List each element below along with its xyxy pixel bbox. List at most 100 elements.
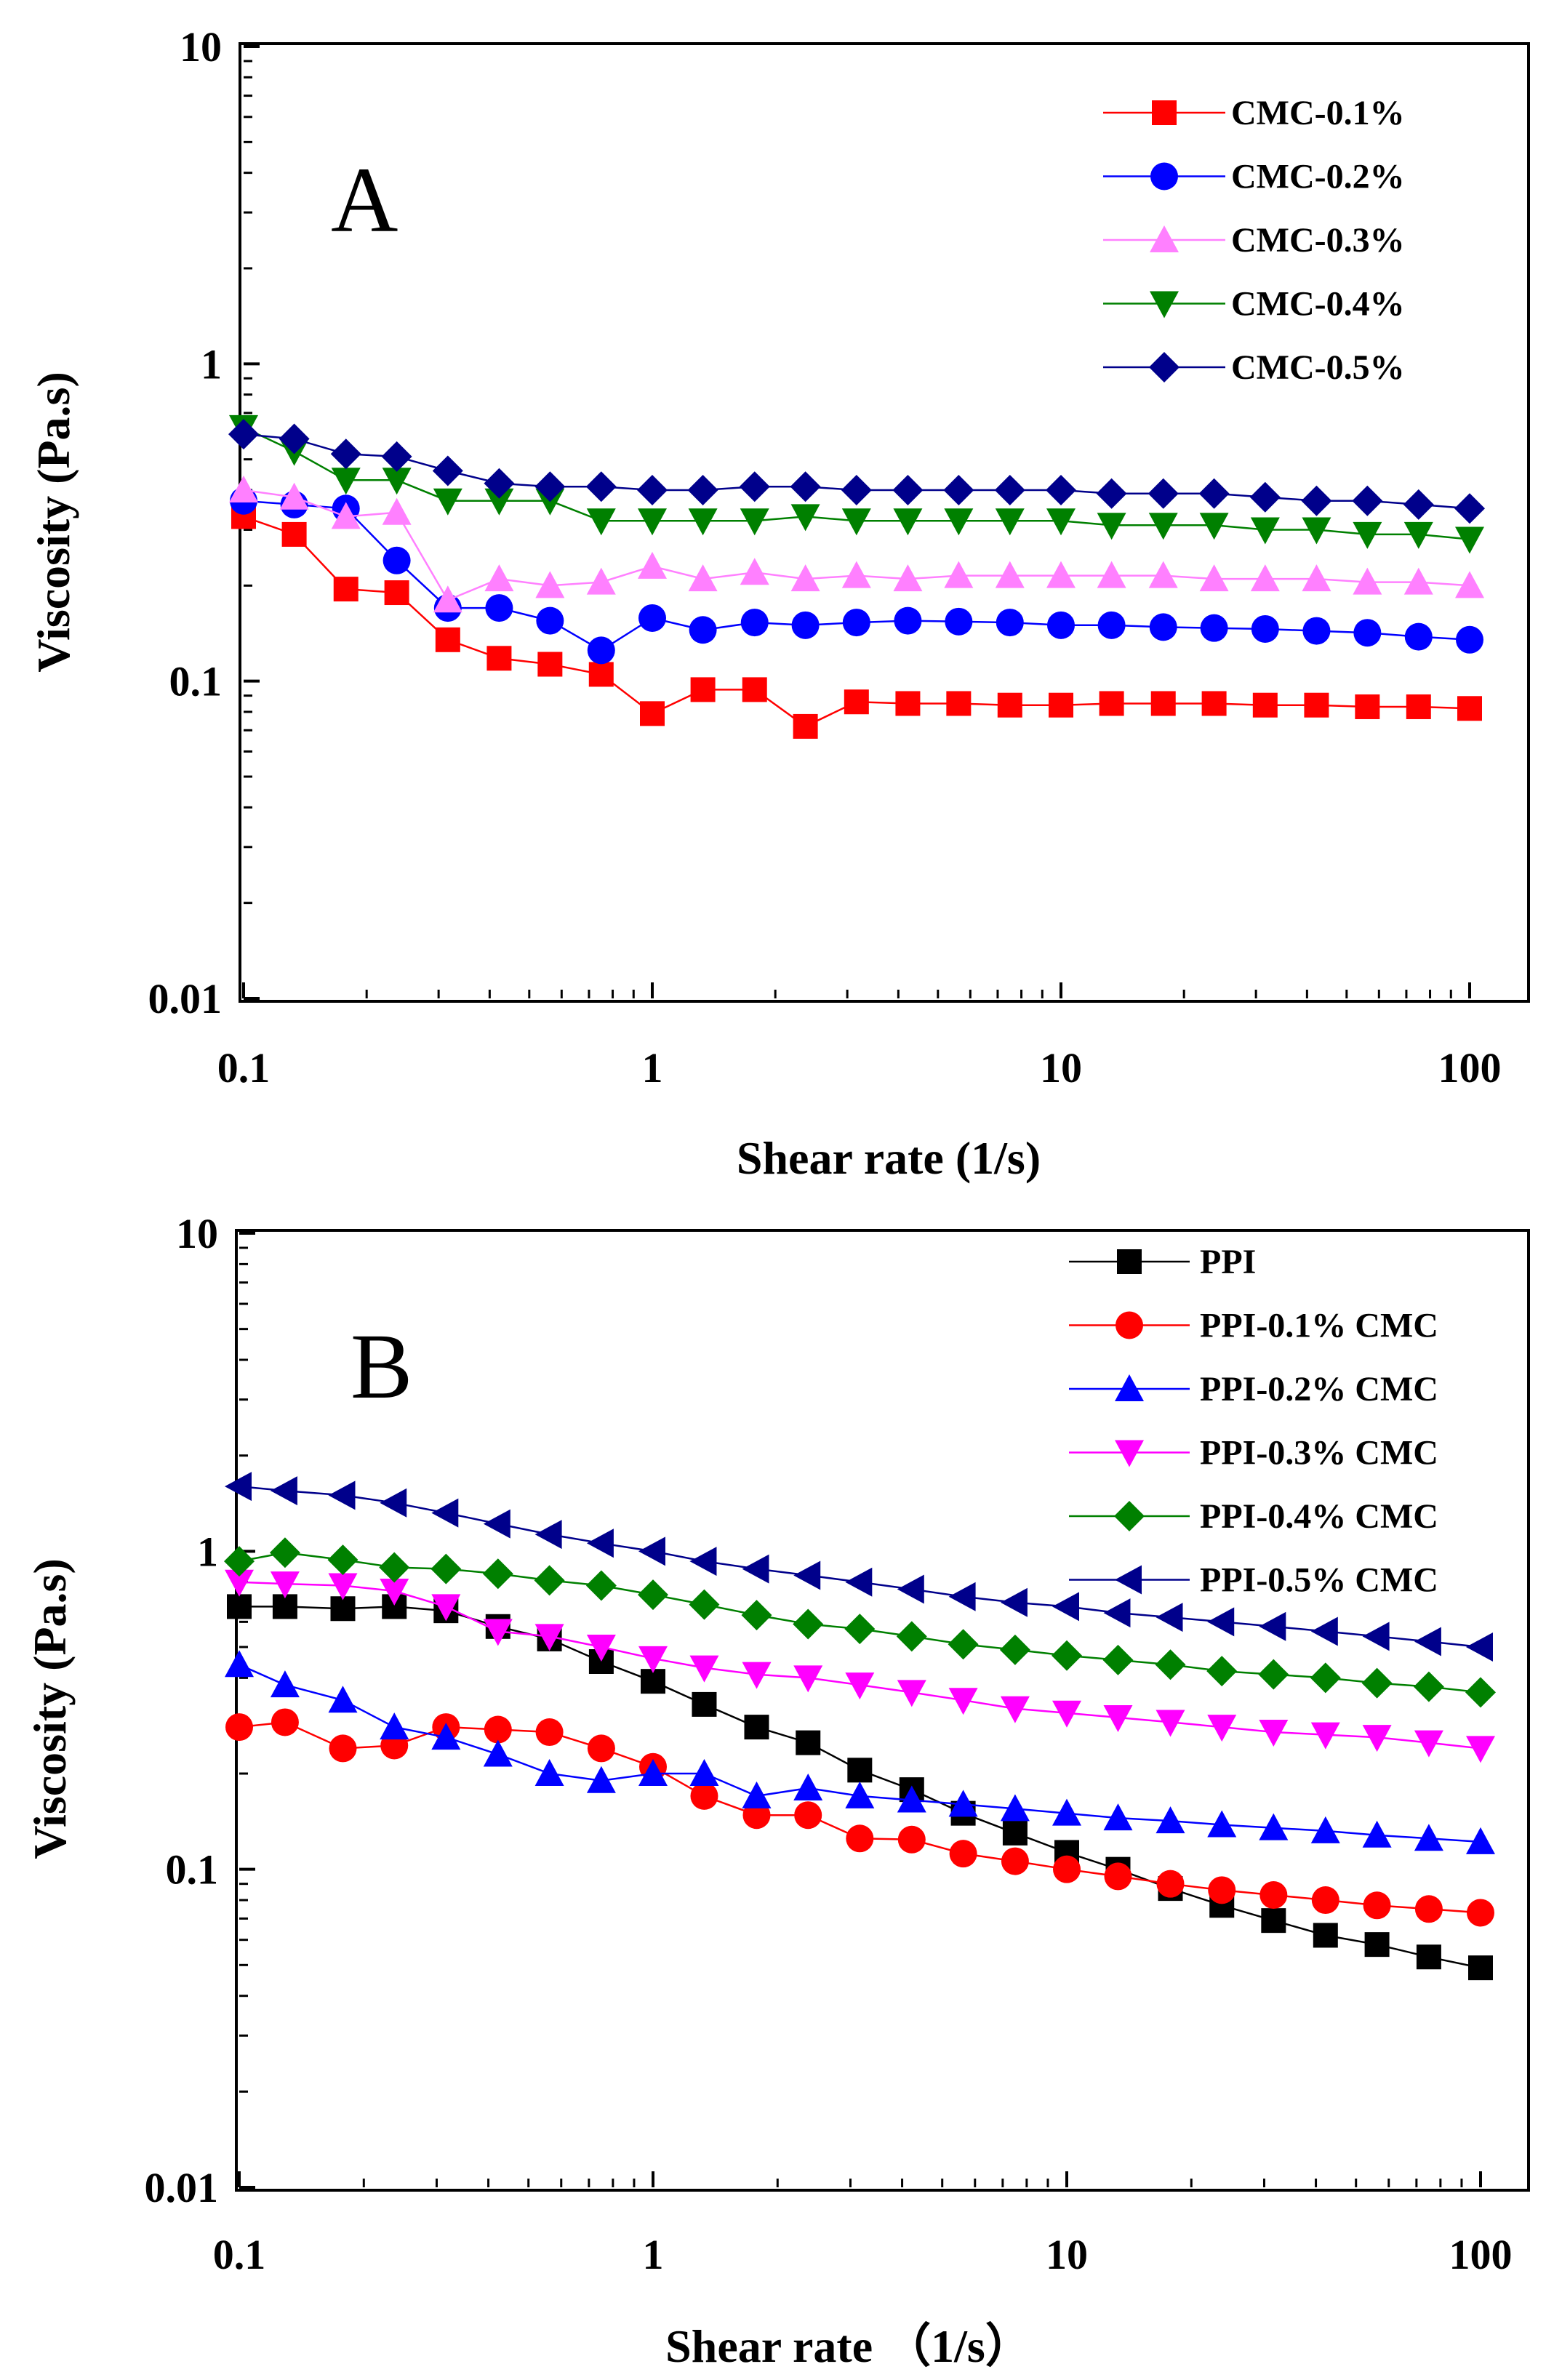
panel-a-data-point <box>1404 622 1433 651</box>
panel-b-data-point <box>999 1634 1030 1665</box>
panel-a-data-point <box>892 474 924 505</box>
panel-a-data-point <box>486 646 512 671</box>
panel-a-data-point <box>1198 478 1230 509</box>
panel-b-legend-marker <box>1114 1501 1145 1531</box>
panel-a-data-point <box>331 468 361 495</box>
panel-a-data-point <box>432 455 463 486</box>
panel-b-data-point <box>1311 1886 1339 1915</box>
panel-b-data-point <box>270 1670 300 1698</box>
panel-b-data-point <box>1000 1696 1030 1723</box>
panel-b-data-point <box>328 1481 356 1510</box>
panel-a-data-point <box>841 561 871 588</box>
panel-b-data-point <box>793 1560 821 1590</box>
panel-b-data-point <box>796 1730 821 1755</box>
panel-b-legend-marker <box>1115 1565 1142 1595</box>
panel-b-legend: PPI PPI-0.1% CMC PPI-0.2% CMC PPI-0.3% CMC P… <box>1069 1243 1438 1600</box>
panel-a-data-point <box>1096 478 1127 509</box>
panel-b-y-tick-label: 0.1 <box>166 1846 219 1894</box>
panel-b-data-point <box>225 1713 253 1742</box>
panel-b-data-point <box>1155 1649 1186 1680</box>
panel-b-data-point <box>1103 1803 1133 1831</box>
panel-b-data-point <box>638 1759 668 1787</box>
panel-a-data-point <box>1099 691 1124 716</box>
panel-b-data-point <box>847 1758 873 1783</box>
panel-a-data-point <box>1457 696 1482 721</box>
panel-a-data-point <box>587 636 615 665</box>
panel-b-data-point <box>534 1520 562 1550</box>
panel-a-data-point <box>586 567 616 595</box>
panel-b-data-point <box>844 1614 876 1645</box>
panel-b-data-point <box>482 1558 513 1590</box>
panel-b-data-point <box>846 1824 874 1853</box>
panel-b-legend-label: PPI-0.2% CMC <box>1200 1370 1438 1409</box>
panel-a-legend-label: CMC-0.4% <box>1231 285 1405 324</box>
panel-b-data-point <box>1156 1603 1183 1632</box>
panel-b-data-point <box>1000 1587 1028 1617</box>
panel-b-data-point <box>1467 1899 1494 1927</box>
panel-a-data-point <box>586 508 616 536</box>
panel-b-data-point <box>1156 1806 1185 1834</box>
panel-a-data-point <box>740 558 769 585</box>
panel-a-data-point <box>534 471 566 502</box>
panel-b-legend-label: PPI-0.1% CMC <box>1200 1307 1438 1345</box>
panel-b-legend-marker <box>1117 1249 1142 1274</box>
panel-a-data-point <box>1250 564 1280 592</box>
panel-a-data-point <box>1302 517 1331 545</box>
panel-b-legend-item-ppi-0-3pct-cmc: PPI-0.3% CMC <box>1069 1434 1438 1473</box>
panel-b-data-point <box>741 1600 772 1631</box>
panel-a-data-point <box>1199 564 1229 592</box>
panel-a-legend-item-cmc-0-5pct: CMC-0.5% <box>1103 348 1405 387</box>
panel-a-data-point <box>1455 571 1484 598</box>
panel-b-data-point <box>1259 1813 1289 1840</box>
panel-b-data-point <box>1361 1667 1393 1699</box>
panel-b-legend-marker <box>1115 1374 1144 1401</box>
panel-b-data-point <box>380 1488 407 1518</box>
panel-a-data-point <box>1456 625 1483 654</box>
panel-a-data-point <box>435 627 460 652</box>
panel-a-data-point <box>1352 485 1383 516</box>
panel-b-data-point <box>1156 1710 1185 1737</box>
panel-b-data-point <box>483 1509 510 1539</box>
panel-b-data-point <box>1259 1720 1289 1747</box>
panel-b-y-tick-label: 1 <box>197 1528 218 1575</box>
panel-a-data-point <box>1149 613 1177 641</box>
panel-b-chart: B Shear rate （1/s） Viscosity (Pa.s) 0.01… <box>24 1210 1530 2372</box>
panel-b-series-ppi-0-3pct-cmc <box>225 1569 1495 1763</box>
panel-b-y-axis-title: Viscosity (Pa.s) <box>24 1558 76 1859</box>
panel-b-data-point <box>690 1782 718 1810</box>
panel-a-data-point <box>1403 489 1434 520</box>
panel-b-x-tick-label: 1 <box>643 2231 664 2278</box>
panel-b-data-point <box>534 1565 565 1596</box>
panel-b-data-point <box>1102 1644 1134 1675</box>
panel-b-legend-item-ppi-0-5pct-cmc: PPI-0.5% CMC <box>1069 1561 1438 1600</box>
panel-b-data-point <box>534 1759 564 1787</box>
panel-a-data-point <box>790 471 821 502</box>
panel-a-data-point <box>1304 692 1329 718</box>
panel-a-data-point <box>1249 481 1281 513</box>
panel-b-data-point <box>1001 1847 1029 1875</box>
panel-b-data-point <box>793 1608 824 1640</box>
panel-a-data-point <box>689 616 717 644</box>
panel-b-x-axis-title: Shear rate （1/s） <box>665 2320 1032 2372</box>
panel-b-data-point <box>638 1579 668 1611</box>
panel-b-data-point <box>328 1686 358 1713</box>
panel-a-x-tick-label: 10 <box>1040 1044 1082 1091</box>
panel-a-data-point <box>537 652 563 677</box>
panel-a-data-point <box>1097 611 1126 639</box>
panel-a-legend-label: CMC-0.5% <box>1231 348 1405 387</box>
panel-b-data-point <box>328 1573 358 1600</box>
panel-a-y-tick-label: 10 <box>180 23 222 71</box>
panel-a-data-point <box>1046 508 1076 536</box>
panel-b-data-point <box>1002 1820 1028 1846</box>
panel-a-data-point <box>1353 567 1382 595</box>
panel-b-data-point <box>1362 1725 1392 1752</box>
panel-b-data-point <box>897 1680 926 1707</box>
panel-b-data-point <box>1052 1640 1082 1671</box>
panel-b-data-point <box>1259 1611 1286 1641</box>
panel-a-legend-item-cmc-0-3pct: CMC-0.3% <box>1103 221 1405 260</box>
panel-b-data-point <box>948 1629 979 1660</box>
panel-a-legend-marker <box>1150 291 1179 318</box>
panel-b-data-point <box>793 1665 823 1693</box>
panel-b-data-point <box>742 1554 769 1584</box>
panel-b-data-point <box>1414 1824 1443 1851</box>
